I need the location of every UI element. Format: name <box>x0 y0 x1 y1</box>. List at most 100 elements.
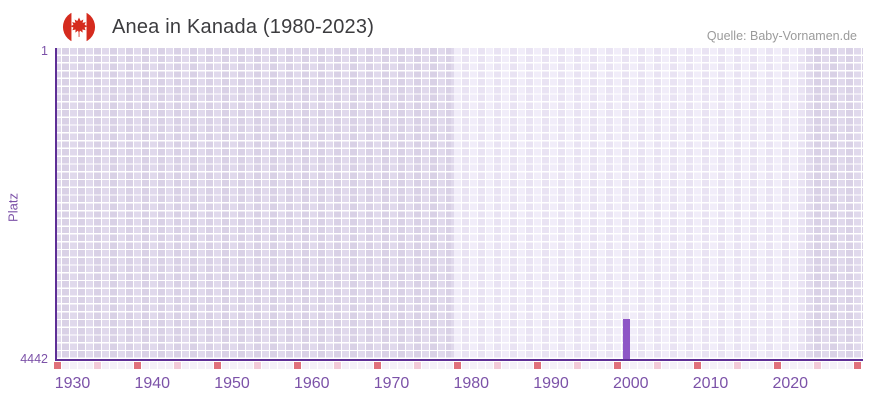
marker-cell <box>302 362 309 369</box>
marker-cell <box>486 362 493 369</box>
half-decade-marker <box>334 362 341 369</box>
marker-cell <box>710 362 717 369</box>
marker-cell <box>478 362 485 369</box>
marker-cell <box>190 362 197 369</box>
marker-cell <box>542 362 549 369</box>
grid-band-after-data-range <box>806 48 863 359</box>
marker-cell <box>262 362 269 369</box>
x-tick-label-1980: 1980 <box>453 375 490 392</box>
x-axis-labels: 1930 1940 1950 1960 1970 1980 1990 2000 2010 2020 <box>0 375 873 395</box>
decade-marker-row <box>0 362 873 369</box>
marker-cell <box>406 362 413 369</box>
half-decade-marker <box>654 362 661 369</box>
marker-cell <box>310 362 317 369</box>
grid-band-data-range <box>454 48 806 359</box>
x-tick-label-2010: 2010 <box>692 375 729 392</box>
marker-cell <box>502 362 509 369</box>
marker-cell <box>438 362 445 369</box>
marker-cell <box>62 362 69 369</box>
marker-cell <box>430 362 437 369</box>
marker-cell <box>838 362 845 369</box>
marker-cell <box>342 362 349 369</box>
marker-cell <box>382 362 389 369</box>
marker-cell <box>846 362 853 369</box>
marker-cell <box>566 362 573 369</box>
marker-cell <box>638 362 645 369</box>
marker-cell <box>718 362 725 369</box>
x-tick-label-1970: 1970 <box>373 375 410 392</box>
marker-cell <box>582 362 589 369</box>
half-decade-marker <box>414 362 421 369</box>
marker-cell <box>166 362 173 369</box>
decade-marker <box>54 362 61 369</box>
marker-cell <box>230 362 237 369</box>
marker-cell <box>318 362 325 369</box>
x-tick-label-1950: 1950 <box>214 375 250 392</box>
marker-cell <box>350 362 357 369</box>
half-decade-marker <box>254 362 261 369</box>
chart-plot-area <box>57 48 863 359</box>
marker-cell <box>86 362 93 369</box>
marker-cell <box>70 362 77 369</box>
marker-cell <box>366 362 373 369</box>
x-tick-label-2020: 2020 <box>772 375 809 392</box>
marker-cell <box>158 362 165 369</box>
marker-cell <box>758 362 765 369</box>
marker-cell <box>270 362 277 369</box>
marker-cell <box>830 362 837 369</box>
marker-cell <box>606 362 613 369</box>
marker-cell <box>150 362 157 369</box>
marker-cell <box>662 362 669 369</box>
marker-cell <box>590 362 597 369</box>
half-decade-marker <box>734 362 741 369</box>
marker-cell <box>398 362 405 369</box>
x-tick-label-2000: 2000 <box>612 375 649 392</box>
decade-marker <box>214 362 221 369</box>
marker-cell <box>750 362 757 369</box>
marker-cell <box>798 362 805 369</box>
marker-cell <box>182 362 189 369</box>
grid-band-before-data-range <box>57 48 454 359</box>
decade-marker <box>294 362 301 369</box>
decade-marker <box>774 362 781 369</box>
x-tick-label-1940: 1940 <box>134 375 171 392</box>
decade-marker <box>854 362 861 369</box>
marker-cell <box>422 362 429 369</box>
rank-bar-2000[interactable] <box>623 319 630 359</box>
marker-cell <box>670 362 677 369</box>
decade-marker <box>454 362 461 369</box>
marker-cell <box>286 362 293 369</box>
marker-cell <box>198 362 205 369</box>
x-axis-line <box>55 359 863 361</box>
marker-cell <box>726 362 733 369</box>
marker-cell <box>102 362 109 369</box>
marker-cell <box>630 362 637 369</box>
marker-cell <box>646 362 653 369</box>
marker-cell <box>126 362 133 369</box>
x-tick-label-1930: 1930 <box>54 375 91 392</box>
marker-cell <box>78 362 85 369</box>
marker-cell <box>278 362 285 369</box>
marker-cell <box>326 362 333 369</box>
marker-cell <box>462 362 469 369</box>
decade-marker <box>374 362 381 369</box>
marker-cell <box>806 362 813 369</box>
marker-cell <box>686 362 693 369</box>
decade-marker <box>694 362 701 369</box>
y-tick-label-bottom: 4442 <box>20 352 48 366</box>
canada-flag-icon <box>62 10 96 44</box>
half-decade-marker <box>494 362 501 369</box>
half-decade-marker <box>574 362 581 369</box>
marker-cell <box>246 362 253 369</box>
marker-cell <box>702 362 709 369</box>
marker-cell <box>222 362 229 369</box>
half-decade-marker <box>814 362 821 369</box>
x-tick-label-1990: 1990 <box>533 375 569 392</box>
marker-cell <box>678 362 685 369</box>
chart-title: Anea in Kanada (1980-2023) <box>112 16 375 38</box>
x-tick-label-1960: 1960 <box>293 375 330 392</box>
y-axis-title: Platz <box>5 193 21 222</box>
half-decade-marker <box>94 362 101 369</box>
half-decade-marker <box>174 362 181 369</box>
